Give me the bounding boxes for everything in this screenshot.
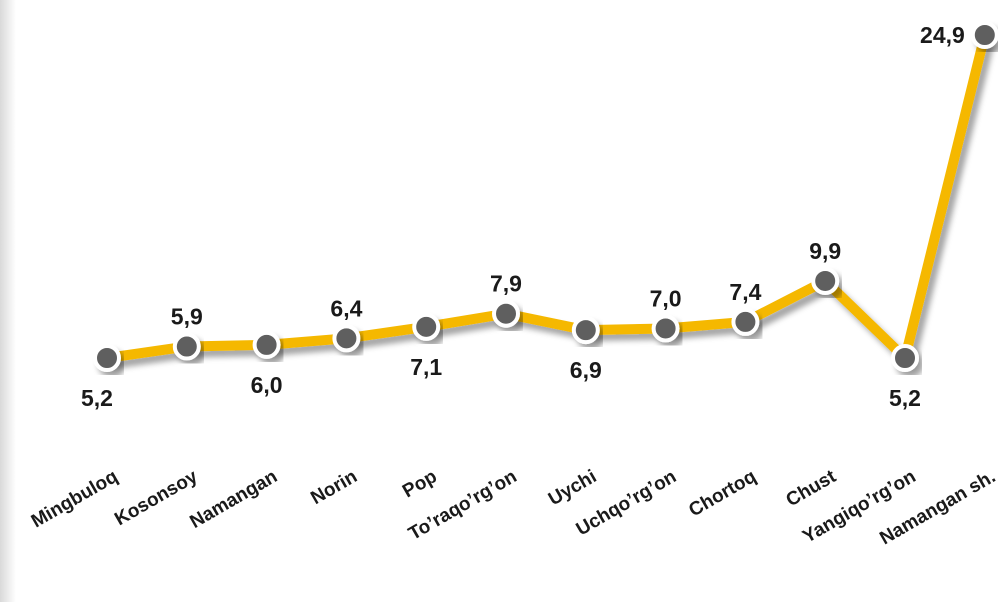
data-label-5: 7,1 xyxy=(410,354,442,380)
data-point-11 xyxy=(891,344,919,372)
x-tick-label-5: Pop xyxy=(399,466,441,502)
data-point-3 xyxy=(252,330,281,359)
left-edge-shadow xyxy=(0,0,16,602)
x-tick-label-1: Mingbuloq xyxy=(28,466,122,532)
data-label-1: 5,2 xyxy=(81,385,113,411)
data-point-6 xyxy=(492,299,520,328)
x-tick-label-10: Chust xyxy=(783,466,841,511)
data-point-10 xyxy=(811,266,840,295)
data-point-12 xyxy=(970,21,998,49)
x-tick-label-7: Uychi xyxy=(545,466,600,510)
data-label-4: 6,4 xyxy=(330,295,362,321)
data-label-10: 9,9 xyxy=(809,238,841,264)
x-tick-label-4: Norin xyxy=(307,466,360,509)
data-label-3: 6,0 xyxy=(251,372,283,398)
data-label-9: 7,4 xyxy=(729,279,761,305)
data-label-6: 7,9 xyxy=(490,271,522,297)
data-label-7: 6,9 xyxy=(570,357,602,383)
data-label-8: 7,0 xyxy=(650,285,682,311)
series-line xyxy=(102,30,990,363)
x-tick-label-9: Chortoq xyxy=(685,466,759,521)
data-point-4 xyxy=(332,324,361,353)
data-label-11: 5,2 xyxy=(889,385,921,411)
data-label-12: 24,9 xyxy=(920,22,965,48)
data-point-1 xyxy=(93,344,121,372)
data-point-7 xyxy=(571,316,600,345)
data-point-2 xyxy=(172,332,201,361)
data-point-9 xyxy=(731,307,760,336)
data-point-5 xyxy=(412,312,441,341)
data-point-8 xyxy=(651,314,680,343)
data-label-2: 5,9 xyxy=(171,304,203,330)
x-tick-label-2: Kosonsoy xyxy=(111,466,201,530)
x-tick-label-3: Namangan xyxy=(186,466,281,533)
